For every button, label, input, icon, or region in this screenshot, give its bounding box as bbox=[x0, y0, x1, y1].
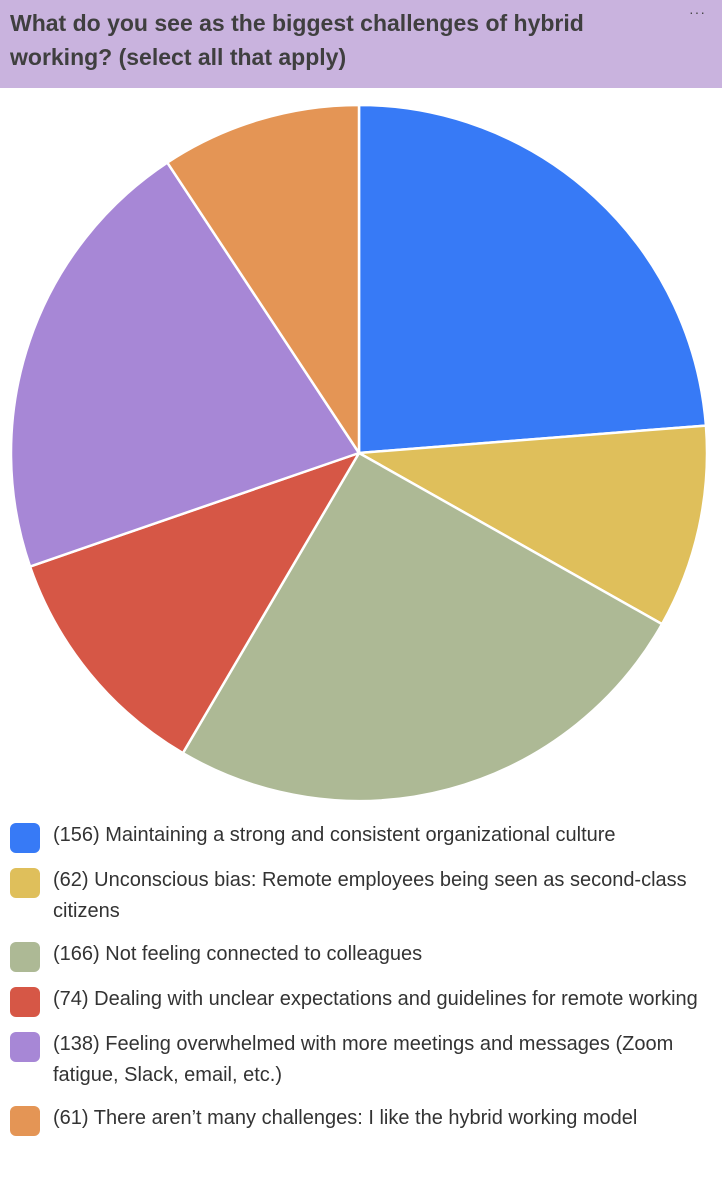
legend-swatch bbox=[10, 987, 40, 1017]
pie-slice-3[interactable] bbox=[28, 451, 361, 755]
legend-label: (61) There aren’t many challenges: I lik… bbox=[53, 1107, 638, 1129]
legend-item: (138) Feeling overwhelmed with more meet… bbox=[10, 1029, 710, 1091]
pie-slice-4[interactable] bbox=[9, 161, 361, 568]
legend-label: (156) Maintaining a strong and consisten… bbox=[53, 824, 616, 846]
legend-label: (166) Not feeling connected to colleague… bbox=[53, 943, 423, 965]
pie-slice-5[interactable] bbox=[166, 103, 361, 455]
more-options-icon[interactable]: ··· bbox=[689, 4, 706, 20]
legend-item: (166) Not feeling connected to colleague… bbox=[10, 939, 710, 972]
question-title: What do you see as the biggest challenge… bbox=[10, 10, 584, 70]
legend-swatch bbox=[10, 942, 40, 972]
question-header: What do you see as the biggest challenge… bbox=[0, 0, 722, 88]
legend-item: (156) Maintaining a strong and consisten… bbox=[10, 820, 710, 853]
legend-item: (61) There aren’t many challenges: I lik… bbox=[10, 1103, 710, 1136]
legend-label: (74) Dealing with unclear expectations a… bbox=[53, 988, 698, 1010]
legend-item: (62) Unconscious bias: Remote employees … bbox=[10, 865, 710, 927]
legend-item: (74) Dealing with unclear expectations a… bbox=[10, 984, 710, 1017]
legend-label: (138) Feeling overwhelmed with more meet… bbox=[53, 1033, 674, 1086]
chart-legend: (156) Maintaining a strong and consisten… bbox=[10, 820, 710, 1148]
legend-swatch bbox=[10, 823, 40, 853]
pie-chart bbox=[9, 103, 709, 803]
pie-chart-container bbox=[0, 88, 722, 808]
legend-swatch bbox=[10, 1106, 40, 1136]
legend-swatch bbox=[10, 1032, 40, 1062]
pie-slice-0[interactable] bbox=[357, 103, 708, 455]
legend-label: (62) Unconscious bias: Remote employees … bbox=[53, 869, 687, 922]
legend-swatch bbox=[10, 868, 40, 898]
pie-slice-1[interactable] bbox=[357, 424, 709, 626]
pie-slice-2[interactable] bbox=[181, 451, 664, 803]
